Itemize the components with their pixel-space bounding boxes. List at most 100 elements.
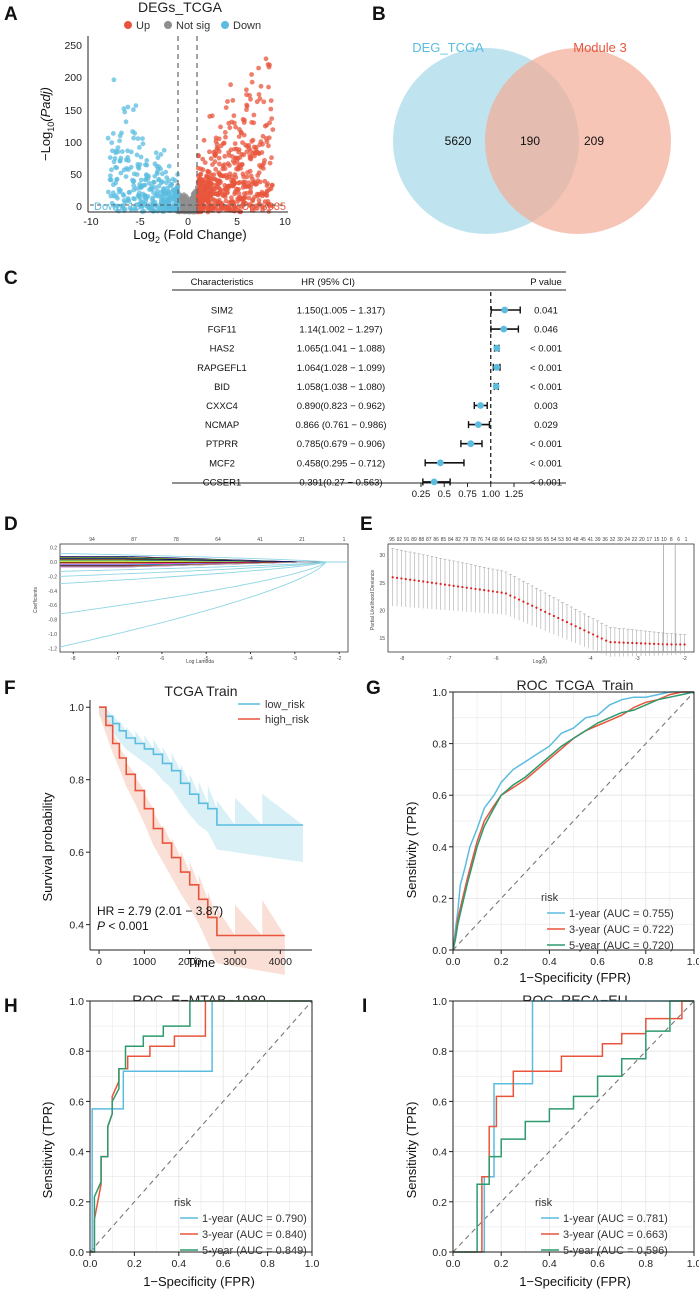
volcano-point-down — [165, 204, 171, 210]
volcano-point-down — [128, 164, 134, 170]
km-title: TCGA Train — [164, 683, 237, 699]
cv-x-tick-label: -7 — [447, 656, 452, 662]
forest-row-name: CCSER1 — [203, 477, 242, 488]
roc-x-tick-label: 0.2 — [494, 956, 509, 968]
cv-point — [578, 627, 582, 630]
volcano-point-down — [121, 167, 127, 173]
cv-top-tick-label: 91 — [404, 537, 410, 543]
volcano-point-up — [227, 204, 233, 210]
roc-h-plot-area: 0.00.0 0.2 0.2 0.4 0.4 0.6 0.6 0.8 0.8 1.0 1.0 risk… — [69, 996, 319, 1270]
volcano-point-down — [107, 177, 113, 183]
roc-legend-title: risk — [174, 1197, 192, 1209]
volcano-point-up — [262, 123, 268, 129]
legend-high-risk-label: high_risk — [265, 714, 310, 726]
forest-hr-point — [501, 306, 509, 314]
roc-x-tick-label: 0.8 — [638, 1258, 653, 1270]
forest-hr-point — [474, 421, 482, 428]
forest-row-name: CXXC4 — [206, 401, 238, 412]
volcano-point-down — [150, 208, 156, 214]
km-y-label: Survival probability — [40, 792, 55, 902]
volcano-point-up — [241, 199, 247, 205]
volcano-point-down — [131, 171, 137, 177]
cv-top-tick-label: 89 — [411, 537, 417, 543]
cv-point — [670, 643, 673, 646]
y-tick: 0 — [76, 201, 82, 213]
up-count-annotation: Up: 3635 — [241, 201, 286, 213]
forest-hr-point — [493, 344, 501, 352]
lasso-x-tick-label: -7 — [115, 656, 120, 662]
volcano-point-up — [222, 153, 228, 159]
cv-point — [439, 582, 442, 586]
roc-frame — [89, 1000, 313, 1253]
volcano-point-up — [267, 160, 273, 166]
volcano-point-down — [143, 162, 148, 168]
volcano-title: DEGs_TCGA — [138, 0, 223, 15]
venn-set-label-deg-tcga: DEG_TCGA — [412, 40, 484, 55]
cv-y-tick-label: 25 — [379, 581, 385, 587]
volcano-point-down — [140, 141, 146, 147]
volcano-point-down — [156, 177, 161, 183]
down-count-annotation: Down: 1979 — [94, 201, 153, 213]
lasso-x-tick-label: -6 — [160, 656, 165, 662]
volcano-point-down — [125, 148, 130, 154]
cv-point — [470, 587, 473, 590]
forest-header-pvalue: P value — [530, 277, 562, 288]
volcano-point-down — [125, 104, 131, 110]
volcano-point-up — [195, 165, 201, 171]
roc-x-tick-label: 0.8 — [638, 956, 653, 968]
volcano-point-down — [130, 179, 136, 185]
km-x-tick-label: 3000 — [223, 956, 247, 968]
cv-point — [391, 576, 394, 579]
volcano-point-up — [223, 198, 229, 204]
cv-top-tick-label: 64 — [507, 537, 513, 543]
volcano-point-up — [246, 195, 252, 201]
legend-up-marker — [124, 21, 132, 29]
lasso-y-tick-label: -0.2 — [48, 574, 57, 580]
volcano-point-down — [127, 189, 133, 195]
volcano-point-down — [144, 195, 149, 201]
cv-top-tick-label: 86 — [433, 537, 439, 543]
forest-row-name: RAPGEFL1 — [197, 363, 247, 374]
km-x-tick-label: 2000 — [178, 956, 202, 968]
roc-i-x-label: 1−Specificity (FPR) — [519, 1274, 631, 1289]
volcano-point-up — [244, 102, 250, 108]
roc-legend-title: risk — [541, 892, 559, 904]
roc-curve-5year — [452, 691, 695, 951]
roc-diagonal — [89, 1000, 313, 1253]
volcano-point-up — [226, 120, 232, 126]
volcano-point-up — [226, 150, 232, 155]
cv-top-tick-label: 48 — [573, 537, 579, 543]
volcano-point-down — [111, 77, 117, 83]
volcano-point-up — [227, 163, 232, 168]
volcano-point-down — [106, 189, 111, 195]
forest-hr-point — [467, 440, 475, 448]
km-x-tick-label: 0 — [96, 956, 102, 968]
cv-point — [613, 641, 616, 644]
volcano-point-down — [135, 136, 141, 142]
cv-point — [679, 643, 682, 646]
volcano-point-down — [131, 196, 136, 201]
volcano-point-up — [205, 198, 211, 204]
cv-point — [657, 642, 660, 646]
volcano-point-down — [146, 180, 152, 186]
venn-count-deg-only: 5620 — [445, 134, 472, 148]
lasso-x-tick-label: -8 — [71, 656, 76, 662]
roc-y-tick-label: 0.0 — [432, 1247, 447, 1259]
volcano-point-up — [232, 205, 238, 210]
volcano-point-down — [111, 159, 117, 165]
panel-label-d: D — [4, 514, 18, 535]
cv-point — [452, 584, 455, 587]
volcano-point-down — [113, 180, 118, 186]
panel-label-i: I — [362, 996, 367, 1017]
roc-curve-1year — [453, 1000, 694, 1253]
cv-point — [413, 579, 416, 582]
cv-x-tick-label: -5 — [541, 656, 546, 662]
cv-point — [531, 604, 534, 607]
cv-top-tick-label: 78 — [470, 537, 476, 543]
km-confidence-band — [99, 707, 285, 975]
volcano-point-down — [133, 103, 139, 108]
volcano-point-up — [267, 120, 272, 126]
forest-hr-point — [430, 478, 438, 486]
roc-x-tick-label: 0.0 — [446, 956, 461, 968]
roc-y-tick-label: 1.0 — [69, 996, 84, 1008]
